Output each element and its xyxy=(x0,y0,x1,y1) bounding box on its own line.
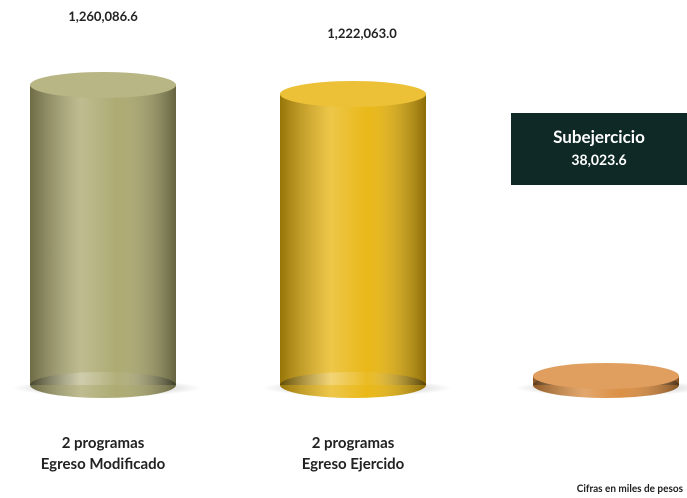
cylinder-top-highlight xyxy=(533,362,679,389)
cylinder-top xyxy=(30,72,176,98)
callout-box: Subejercicio 38,023.6 xyxy=(511,113,687,185)
callout-title: Subejercicio xyxy=(553,126,645,147)
x-tick-label: 2 programas Egreso Ejercido xyxy=(301,434,405,473)
cylinder-bottom-shade xyxy=(280,372,426,398)
cylinder-shade xyxy=(30,85,176,385)
cylinder-shade xyxy=(280,94,426,385)
cylinder-bottom-shade xyxy=(30,372,176,398)
cylinder-top-highlight xyxy=(280,81,426,108)
x-tick-label: 2 programas Egreso Modificado xyxy=(40,434,166,473)
value-label: 1,260,086.6 xyxy=(68,8,138,24)
cylinder-top xyxy=(280,81,426,108)
cylinder-top-highlight xyxy=(30,72,176,98)
value-label: 1,222,063.0 xyxy=(327,25,397,42)
cylinder-top xyxy=(533,362,679,389)
note: Cifras en miles de pesos xyxy=(576,483,683,495)
value-label: 38,023.6 xyxy=(571,151,627,168)
